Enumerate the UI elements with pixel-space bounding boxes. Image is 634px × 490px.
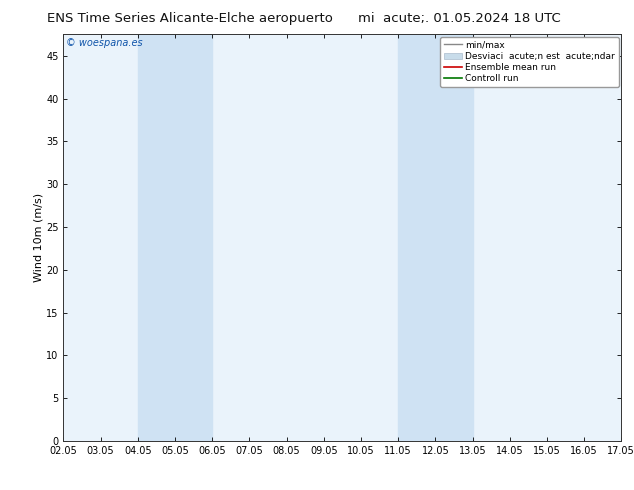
Bar	[138, 34, 212, 441]
Text: mi  acute;. 01.05.2024 18 UTC: mi acute;. 01.05.2024 18 UTC	[358, 12, 561, 25]
Bar	[398, 34, 472, 441]
Y-axis label: Wind 10m (m/s): Wind 10m (m/s)	[33, 193, 43, 282]
Legend: min/max, Desviaci  acute;n est  acute;ndar, Ensemble mean run, Controll run: min/max, Desviaci acute;n est acute;ndar…	[440, 37, 619, 87]
Text: © woespana.es: © woespana.es	[66, 38, 143, 49]
Text: ENS Time Series Alicante-Elche aeropuerto: ENS Time Series Alicante-Elche aeropuert…	[48, 12, 333, 25]
